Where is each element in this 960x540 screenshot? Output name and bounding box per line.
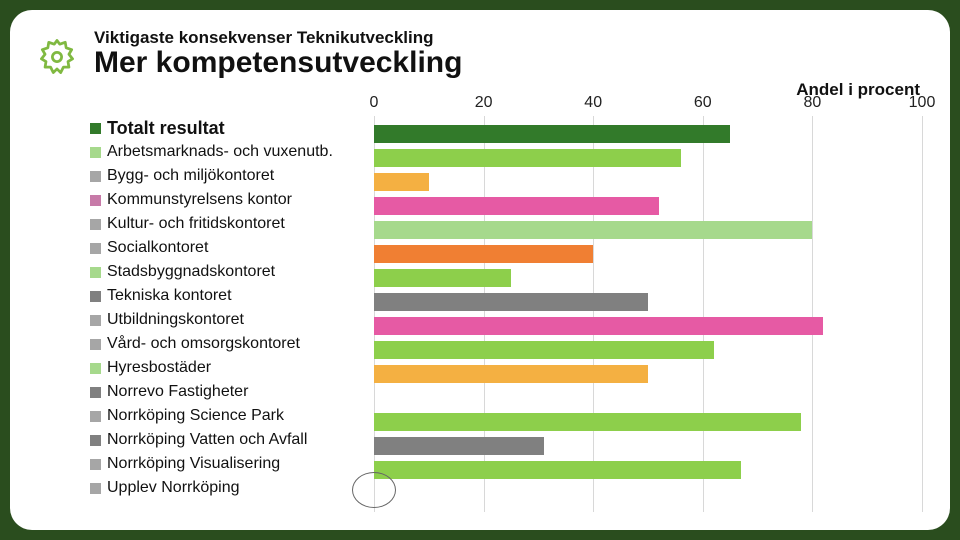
bar-row xyxy=(374,362,922,386)
bar-row xyxy=(374,170,922,194)
legend-label: Arbetsmarknads- och vuxenutb. xyxy=(107,143,333,161)
legend-label: Bygg- och miljökontoret xyxy=(107,167,274,185)
bar-row xyxy=(374,314,922,338)
legend-item: Hyresbostäder xyxy=(90,356,364,380)
legend-swatch xyxy=(90,315,101,326)
legend-swatch xyxy=(90,267,101,278)
legend-label: Upplev Norrköping xyxy=(107,479,240,497)
legend-item: Utbildningskontoret xyxy=(90,308,364,332)
legend-label: Vård- och omsorgskontoret xyxy=(107,335,300,353)
legend-item: Kommunstyrelsens kontor xyxy=(90,188,364,212)
legend-label: Stadsbyggnadskontoret xyxy=(107,263,275,281)
legend-swatch xyxy=(90,339,101,350)
legend-swatch xyxy=(90,459,101,470)
legend-item: Upplev Norrköping xyxy=(90,476,364,500)
bar xyxy=(374,413,801,431)
legend-label: Totalt resultat xyxy=(107,118,225,139)
legend-swatch xyxy=(90,219,101,230)
legend-item: Socialkontoret xyxy=(90,236,364,260)
tick-label: 20 xyxy=(475,94,493,112)
legend-label: Socialkontoret xyxy=(107,239,208,257)
legend-swatch xyxy=(90,411,101,422)
legend-item: Norrköping Science Park xyxy=(90,404,364,428)
legend-swatch xyxy=(90,123,101,134)
content: Totalt resultat Arbetsmarknads- och vuxen… xyxy=(34,116,922,512)
legend-item: Tekniska kontoret xyxy=(90,284,364,308)
legend-item: Norrevo Fastigheter xyxy=(90,380,364,404)
legend-swatch xyxy=(90,435,101,446)
tick-label: 100 xyxy=(909,94,936,112)
bar-row xyxy=(374,266,922,290)
legend-label: Utbildningskontoret xyxy=(107,311,244,329)
bars xyxy=(374,122,922,506)
bar-row xyxy=(374,338,922,362)
legend-swatch xyxy=(90,147,101,158)
bar xyxy=(374,461,741,479)
bar-row xyxy=(374,218,922,242)
annotation-oval xyxy=(352,472,396,508)
slide-card: Viktigaste konsekvenser Teknikutveckling… xyxy=(10,10,950,530)
bar xyxy=(374,173,429,191)
bar-row xyxy=(374,482,922,506)
tick-label: 40 xyxy=(584,94,602,112)
bar-row xyxy=(374,122,922,146)
tick-label: 80 xyxy=(803,94,821,112)
bar-row xyxy=(374,194,922,218)
title-block: Viktigaste konsekvenser Teknikutveckling… xyxy=(94,28,922,80)
bar xyxy=(374,317,823,335)
main-title: Mer kompetensutveckling xyxy=(94,46,922,80)
bar-row xyxy=(374,386,922,410)
legend-item: Vård- och omsorgskontoret xyxy=(90,332,364,356)
bar xyxy=(374,197,659,215)
header: Viktigaste konsekvenser Teknikutveckling… xyxy=(34,28,922,80)
legend-swatch xyxy=(90,387,101,398)
bar xyxy=(374,221,812,239)
legend-item: Norrköping Vatten och Avfall xyxy=(90,428,364,452)
bar xyxy=(374,437,544,455)
legend-label: Hyresbostäder xyxy=(107,359,211,377)
legend-item: Stadsbyggnadskontoret xyxy=(90,260,364,284)
legend-swatch xyxy=(90,291,101,302)
subtitle: Viktigaste konsekvenser Teknikutveckling xyxy=(94,28,922,48)
bar-row xyxy=(374,410,922,434)
legend-swatch xyxy=(90,483,101,494)
legend-swatch xyxy=(90,243,101,254)
legend-label: Kommunstyrelsens kontor xyxy=(107,191,292,209)
bar xyxy=(374,341,714,359)
legend: Totalt resultat Arbetsmarknads- och vuxen… xyxy=(34,116,374,512)
tick-label: 60 xyxy=(694,94,712,112)
bar xyxy=(374,149,681,167)
bar xyxy=(374,125,730,143)
legend-label: Norrköping Science Park xyxy=(107,407,284,425)
bar-row xyxy=(374,434,922,458)
bar-row xyxy=(374,242,922,266)
bar-row xyxy=(374,146,922,170)
bar xyxy=(374,245,593,263)
legend-swatch xyxy=(90,363,101,374)
legend-label: Kultur- och fritidskontoret xyxy=(107,215,285,233)
legend-label: Norrköping Vatten och Avfall xyxy=(107,431,307,449)
legend-label: Tekniska kontoret xyxy=(107,287,232,305)
legend-swatch xyxy=(90,171,101,182)
bar-row xyxy=(374,290,922,314)
bar xyxy=(374,269,511,287)
bar xyxy=(374,293,648,311)
bar xyxy=(374,365,648,383)
legend-item: Arbetsmarknads- och vuxenutb. xyxy=(90,140,364,164)
legend-label: Norrköping Visualisering xyxy=(107,455,280,473)
gridline xyxy=(922,116,923,512)
gear-icon xyxy=(34,34,80,80)
legend-swatch xyxy=(90,195,101,206)
legend-label: Norrevo Fastigheter xyxy=(107,383,248,401)
chart-area: 020406080100 xyxy=(374,116,922,512)
tick-label: 0 xyxy=(370,94,379,112)
bar-row xyxy=(374,458,922,482)
legend-item: Kultur- och fritidskontoret xyxy=(90,212,364,236)
x-ticks: 020406080100 xyxy=(374,94,922,114)
legend-item: Bygg- och miljökontoret xyxy=(90,164,364,188)
legend-item: Norrköping Visualisering xyxy=(90,452,364,476)
legend-item: Totalt resultat xyxy=(90,116,364,140)
